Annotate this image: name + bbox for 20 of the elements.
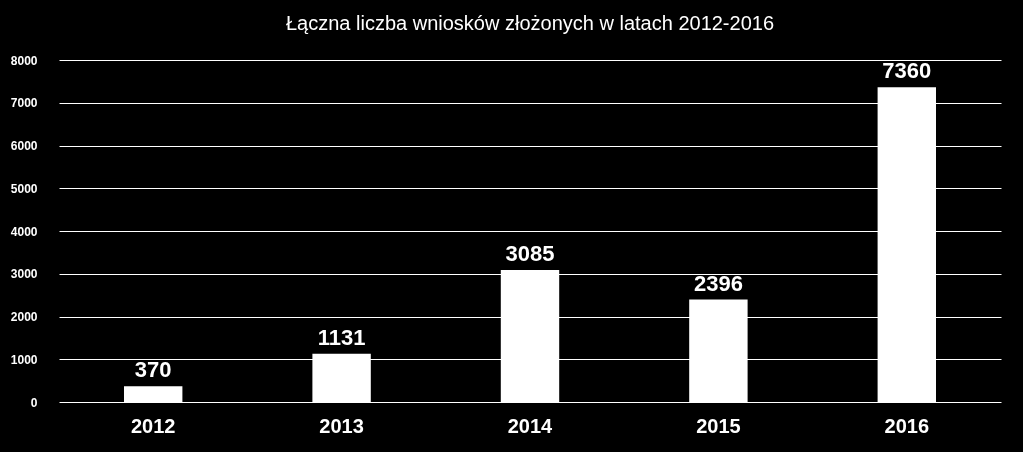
y-tick-label: 7000	[10, 96, 38, 111]
data-label: 7360	[882, 58, 932, 84]
data-label: 3085	[505, 241, 555, 267]
y-tick-label: 4000	[10, 224, 38, 239]
y-tick-label: 5000	[10, 181, 38, 196]
x-tick-label: 2014	[507, 414, 554, 437]
y-tick-label: 6000	[10, 139, 38, 153]
y-tick-label: 1000	[10, 352, 38, 367]
data-label: 1131	[317, 324, 366, 350]
x-tick-label: 2016	[884, 414, 930, 437]
x-tick-label: 2015	[696, 414, 741, 437]
chart-title: Łączna liczba wniosków złożonych w latach 2012-2016	[285, 12, 775, 34]
x-tick-label: 2012	[130, 414, 176, 437]
y-tick-label: 0	[30, 395, 38, 410]
x-tick-label: 2013	[319, 414, 364, 437]
y-tick-label: 8000	[10, 53, 38, 68]
y-tick-label: 3000	[10, 267, 38, 282]
y-tick-label: 2000	[10, 310, 38, 324]
data-label: 370	[134, 357, 172, 383]
data-label: 2396	[693, 270, 743, 296]
